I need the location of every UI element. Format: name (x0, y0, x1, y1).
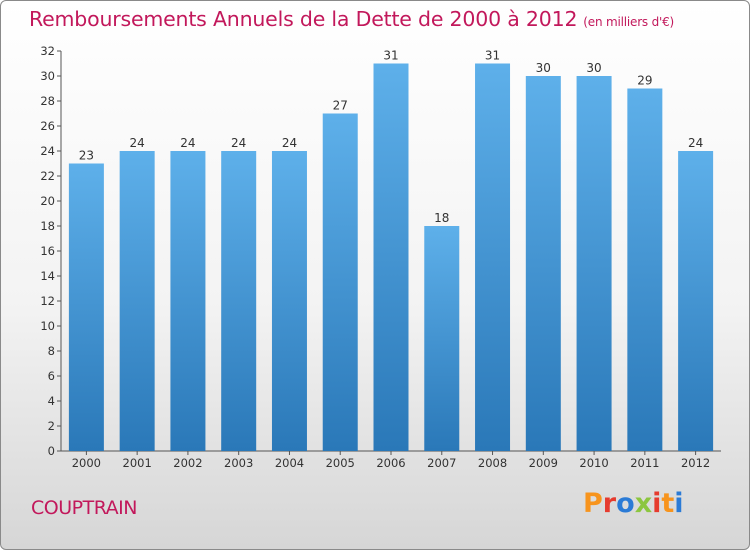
y-tick-label: 20 (40, 194, 55, 208)
data-label-2005: 27 (333, 99, 348, 113)
x-tick-label-2004: 2004 (275, 456, 304, 470)
x-tick-label-2007: 2007 (427, 456, 456, 470)
bar-2004 (271, 151, 307, 451)
bar-2007 (424, 226, 460, 451)
logo-letter: t (661, 488, 675, 519)
logo-letter: i (674, 488, 684, 519)
data-label-2008: 31 (485, 49, 500, 63)
y-tick-label: 2 (48, 419, 55, 433)
data-label-2011: 29 (637, 74, 652, 88)
data-label-2012: 24 (688, 136, 703, 150)
logo-letter: o (616, 488, 635, 519)
logo-letter: i (652, 488, 662, 519)
x-tick-label-2001: 2001 (123, 456, 152, 470)
x-tick-label-2012: 2012 (681, 456, 710, 470)
data-label-2002: 24 (180, 136, 195, 150)
bar-2009 (525, 76, 561, 451)
y-tick-label: 24 (40, 144, 55, 158)
data-label-2001: 24 (130, 136, 145, 150)
bar-2010 (576, 76, 612, 451)
logo-letter: r (602, 488, 617, 519)
bar-2001 (119, 151, 155, 451)
logo-letter: P (583, 488, 603, 519)
bar-2002 (170, 151, 206, 451)
data-label-2007: 18 (434, 211, 449, 225)
bar-2006 (373, 63, 409, 451)
bar-2000 (68, 163, 104, 451)
chart-bars (68, 63, 714, 451)
chart-unit: (en milliers d'€) (583, 15, 675, 29)
y-tick-label: 10 (40, 319, 55, 333)
y-tick-label: 0 (48, 444, 55, 458)
x-tick-label-2003: 2003 (224, 456, 253, 470)
y-tick-label: 28 (40, 94, 55, 108)
y-tick-label: 30 (40, 69, 55, 83)
x-tick-label-2006: 2006 (376, 456, 405, 470)
chart-title-text: Remboursements Annuels de la Dette de 20… (29, 7, 578, 31)
bar-2012 (678, 151, 714, 451)
y-tick-label: 6 (48, 369, 55, 383)
data-label-2003: 24 (231, 136, 246, 150)
y-tick-label: 4 (48, 394, 55, 408)
y-tick-label: 32 (40, 44, 55, 58)
bar-2011 (627, 88, 663, 451)
bar-2003 (221, 151, 257, 451)
bar-2005 (322, 113, 358, 451)
bar-2008 (475, 63, 511, 451)
y-tick-label: 14 (40, 269, 55, 283)
proxiti-logo: Proxiti (583, 488, 684, 519)
logo-letter: x (634, 488, 653, 519)
commune-name: COUPTRAIN (31, 497, 137, 519)
data-label-2010: 30 (586, 61, 601, 75)
y-tick-label: 26 (40, 119, 55, 133)
x-tick-label-2000: 2000 (72, 456, 101, 470)
chart-title: Remboursements Annuels de la Dette de 20… (29, 7, 674, 31)
data-label-2000: 23 (79, 149, 94, 163)
y-tick-label: 18 (40, 219, 55, 233)
x-tick-label-2008: 2008 (478, 456, 507, 470)
x-tick-label-2002: 2002 (173, 456, 202, 470)
chart-labels: 2000 23 2001 24 2002 24 2003 24 2004 24 2005 27 2006… (72, 49, 711, 471)
y-tick-label: 16 (40, 244, 55, 258)
x-tick-label-2009: 2009 (529, 456, 558, 470)
x-tick-label-2011: 2011 (630, 456, 659, 470)
y-tick-label: 22 (40, 169, 55, 183)
data-label-2004: 24 (282, 136, 297, 150)
x-tick-label-2005: 2005 (326, 456, 355, 470)
y-tick-label: 12 (40, 294, 55, 308)
data-label-2006: 31 (383, 49, 398, 63)
x-tick-label-2010: 2010 (579, 456, 608, 470)
y-tick-label: 8 (48, 344, 55, 358)
data-label-2009: 30 (536, 61, 551, 75)
